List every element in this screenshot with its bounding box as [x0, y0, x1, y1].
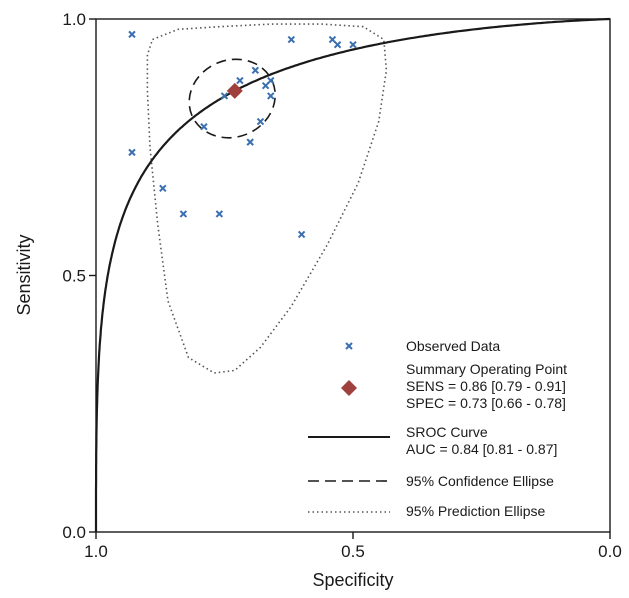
prediction-ellipse-layer [146, 23, 388, 374]
x-tick-label: 0.5 [341, 542, 365, 561]
observed-point [261, 81, 270, 90]
legend-auc-text: AUC = 0.84 [0.81 - 0.87] [406, 441, 557, 457]
legend-sroc-label: SROC Curve [406, 424, 488, 440]
summary-operating-point [226, 82, 243, 99]
legend-observed-symbol [345, 342, 353, 350]
legend-ci-label: 95% Confidence Ellipse [406, 473, 554, 489]
observed-point [159, 184, 167, 192]
observed-point [297, 230, 306, 239]
observed-point [333, 40, 342, 49]
observed-point [246, 138, 254, 146]
prediction-ellipse [146, 23, 388, 374]
observed-point [236, 76, 244, 85]
legend-spec-text: SPEC = 0.73 [0.66 - 0.78] [406, 395, 566, 411]
x-tick-label: 0.0 [598, 542, 622, 561]
y-tick-label: 1.0 [62, 10, 86, 29]
legend-pi-label: 95% Prediction Ellipse [406, 503, 546, 519]
legend: Observed Data Summary Operating Point SE… [308, 338, 567, 519]
legend-summary-symbol [341, 380, 357, 396]
summary-point-layer [226, 82, 243, 99]
observed-point [349, 40, 357, 49]
legend-summary-label: Summary Operating Point [406, 361, 567, 377]
observed-point [267, 92, 275, 100]
y-tick-label: 0.5 [62, 267, 86, 286]
observed-point [179, 210, 188, 218]
legend-sens-text: SENS = 0.86 [0.79 - 0.91] [406, 378, 566, 394]
sroc-curve-layer [94, 17, 611, 532]
observed-point [287, 35, 296, 44]
observed-point [128, 30, 136, 39]
observed-point [128, 148, 136, 157]
observed-point [267, 76, 275, 85]
confidence-ellipse-layer [188, 58, 277, 139]
confidence-ellipse [188, 58, 277, 139]
observed-point [220, 92, 229, 100]
observed-point [328, 35, 337, 44]
legend-observed-label: Observed Data [406, 338, 500, 354]
sroc-curve [94, 17, 611, 532]
ticks-layer: 1.0 0.5 0.0 0.0 0.5 1.0 [62, 10, 621, 561]
y-tick-label: 0.0 [62, 523, 86, 542]
x-axis-title: Specificity [312, 570, 393, 590]
x-tick-label: 1.0 [84, 542, 108, 561]
observed-point [215, 210, 224, 218]
observed-point [200, 123, 208, 131]
observed-point [256, 117, 265, 126]
observed-points-layer [128, 30, 357, 239]
observed-point [251, 66, 260, 75]
y-axis-title: Sensitivity [14, 234, 34, 315]
